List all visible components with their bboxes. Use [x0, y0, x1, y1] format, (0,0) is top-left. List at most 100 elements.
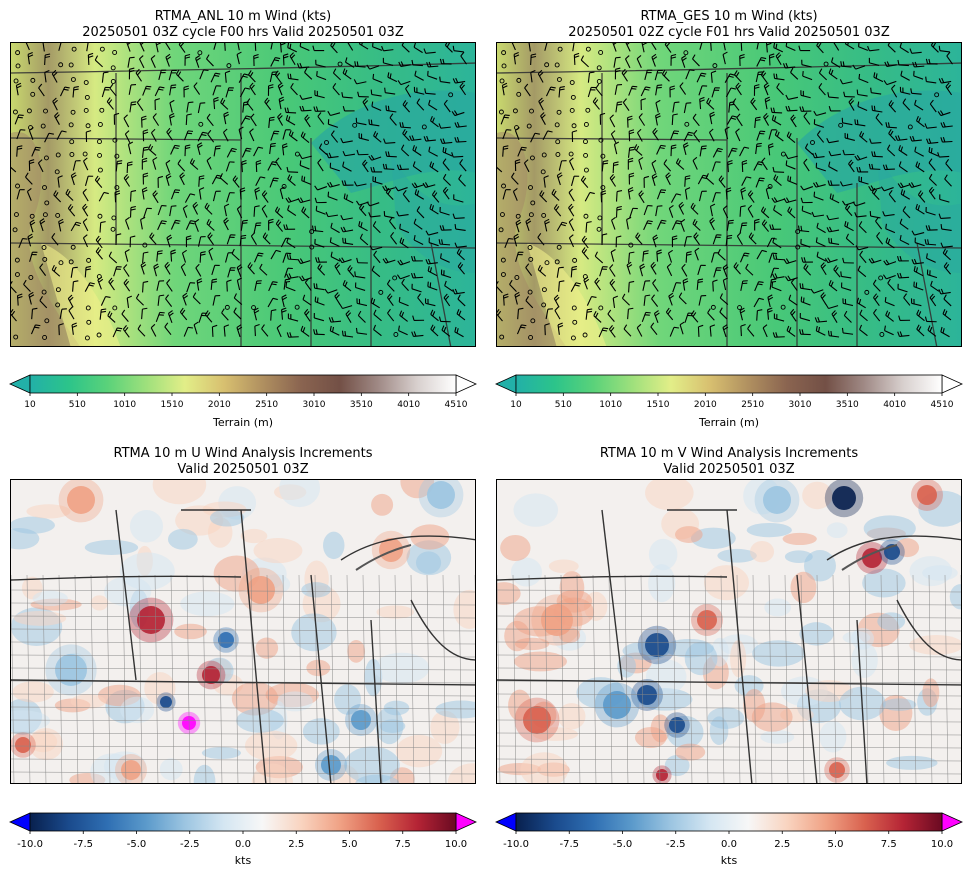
- county-line: [11, 589, 475, 593]
- calm-wind-marker: [583, 167, 589, 173]
- calm-wind-marker: [337, 61, 343, 67]
- wind-barb-flag: [412, 161, 416, 167]
- wind-barb-flag: [621, 293, 626, 299]
- calm-wind-marker: [85, 123, 91, 129]
- wind-barb-flag: [150, 234, 155, 240]
- wind-barb-shaft: [442, 162, 450, 171]
- wind-barb-shaft: [943, 266, 952, 275]
- map-u-increment[interactable]: [10, 479, 476, 784]
- calm-wind-marker: [498, 109, 504, 115]
- wind-barb-shaft: [389, 220, 397, 230]
- increment-field-patch: [782, 532, 817, 546]
- wind-barb-flag: [929, 326, 933, 332]
- wind-barb-shaft: [149, 236, 157, 245]
- county-line: [672, 574, 677, 783]
- wind-barb-shaft: [640, 86, 647, 97]
- wind-barb-flag: [154, 265, 160, 270]
- calm-wind-marker: [112, 137, 118, 143]
- wind-barb-shaft: [344, 153, 356, 157]
- wind-barb-shaft: [68, 310, 75, 320]
- wind-barb-flag: [827, 330, 830, 336]
- wind-barb-shaft: [628, 282, 630, 293]
- wind-barb-shaft: [813, 289, 824, 294]
- wind-barb-flag: [938, 289, 942, 295]
- wind-barb-flag: [29, 294, 35, 298]
- wind-barb-shaft: [253, 223, 257, 234]
- wind-barb-flag: [114, 112, 120, 116]
- wind-barb-shaft: [816, 134, 825, 143]
- wind-barb-flag: [123, 264, 128, 269]
- wind-barb-flag: [158, 88, 164, 91]
- wind-barb-flag: [821, 294, 826, 299]
- wind-barb-flag: [290, 131, 294, 137]
- calm-wind-marker: [684, 121, 690, 127]
- increment-field-patch: [193, 764, 216, 783]
- wind-barb-shaft: [425, 92, 436, 95]
- wind-barb-shaft: [261, 208, 268, 218]
- wind-barb-flag: [534, 132, 540, 135]
- wind-barb-shaft: [557, 324, 560, 335]
- wind-barb-shaft: [551, 193, 560, 201]
- wind-barb-shaft: [818, 87, 826, 96]
- wind-barb-flag: [739, 307, 745, 312]
- wind-barb-flag: [196, 57, 201, 62]
- wind-barb-shaft: [739, 206, 742, 217]
- wind-barb-shaft: [623, 328, 632, 337]
- wind-barb-shaft: [412, 64, 423, 67]
- wind-barb-flag: [916, 324, 920, 330]
- wind-barb-flag: [773, 205, 776, 211]
- wind-barb-flag: [185, 56, 191, 59]
- county-line: [497, 615, 961, 619]
- wind-barb-flag: [387, 105, 390, 111]
- wind-barb-shaft: [719, 311, 728, 320]
- wind-barb-flag: [600, 192, 607, 196]
- map-anl-wind[interactable]: [10, 42, 476, 347]
- wind-barb-flag: [276, 208, 281, 214]
- calm-wind-marker: [226, 63, 232, 69]
- wind-barb-shaft: [651, 298, 659, 307]
- wind-barb-shaft: [585, 222, 588, 233]
- wind-barb-shaft: [425, 184, 436, 188]
- wind-barb-flag: [632, 85, 638, 88]
- wind-barb-flag: [385, 163, 388, 170]
- wind-barb-flag: [848, 98, 853, 103]
- wind-barb-shaft: [238, 129, 243, 140]
- wind-barb-flag: [515, 294, 521, 298]
- wind-barb-flag: [304, 308, 309, 314]
- wind-barb-shaft: [127, 57, 131, 68]
- wind-barb-flag: [416, 190, 420, 196]
- wind-barb-flag: [89, 282, 95, 285]
- calm-wind-marker: [499, 334, 505, 340]
- wind-barb-flag: [356, 149, 360, 155]
- wind-barb-shaft: [443, 297, 451, 307]
- increment-field-patch: [395, 734, 443, 768]
- wind-barb-flag: [157, 250, 163, 253]
- map-v-increment[interactable]: [496, 479, 962, 784]
- wind-barb-flag: [202, 131, 208, 134]
- map-ges-wind[interactable]: [496, 42, 962, 347]
- wind-barb-shaft: [227, 267, 232, 278]
- wind-barb-flag: [830, 281, 834, 287]
- wind-barb-flag: [276, 72, 281, 78]
- wind-barb-shaft: [542, 130, 549, 141]
- wind-barb-shaft: [210, 279, 213, 290]
- wind-barb-shaft: [871, 259, 882, 264]
- wind-barb-shaft: [642, 251, 645, 262]
- wind-barb-shaft: [911, 302, 922, 307]
- wind-barb-flag: [754, 86, 760, 89]
- calm-wind-marker: [14, 212, 19, 217]
- wind-barb-shaft: [440, 126, 451, 129]
- wind-barb-shaft: [359, 43, 369, 50]
- wind-barb-flag: [284, 280, 291, 283]
- wind-barb-shaft: [725, 236, 728, 247]
- wind-barb-shaft: [942, 140, 953, 143]
- wind-barb-flag: [242, 222, 248, 224]
- wind-barb-flag: [117, 160, 123, 162]
- wind-barb-flag: [439, 76, 441, 82]
- wind-barb-flag: [917, 190, 922, 196]
- wind-barb-flag: [190, 193, 196, 196]
- colorbar-tick-label: -5.0: [613, 839, 633, 850]
- wind-barb-flag: [304, 114, 309, 119]
- wind-barb-flag: [135, 68, 140, 74]
- wind-barb-flag: [787, 175, 789, 181]
